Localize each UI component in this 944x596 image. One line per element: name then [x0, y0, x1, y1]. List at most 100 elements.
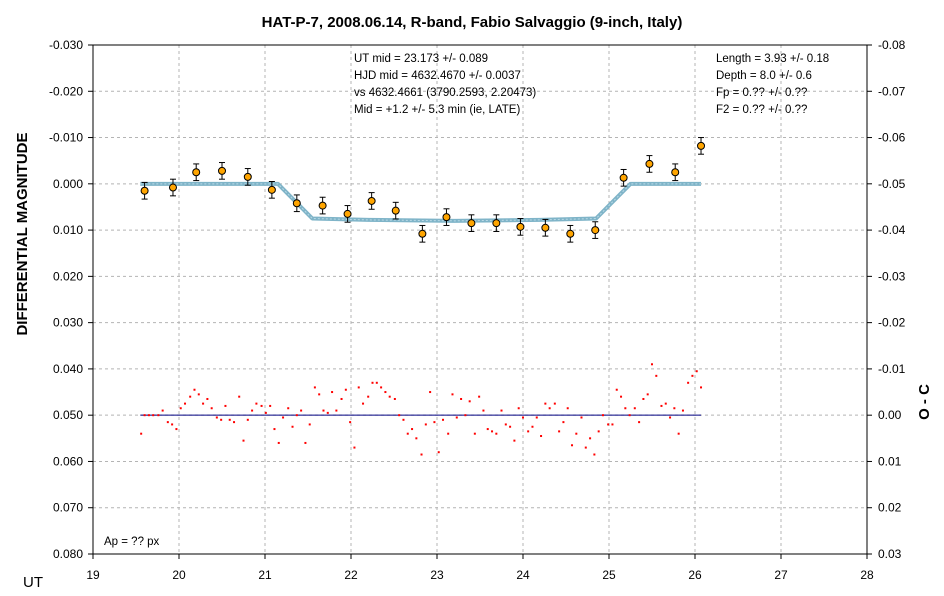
residual-point [375, 381, 378, 384]
x-tick-label: 26 [688, 568, 702, 582]
residual-point [269, 404, 272, 407]
residual-point [371, 381, 374, 384]
residual-point [553, 402, 556, 405]
data-point [140, 181, 149, 200]
y2-tick-label: -0.02 [878, 316, 906, 330]
residual-point [562, 421, 565, 424]
residual-point [500, 409, 503, 412]
data-point [243, 168, 252, 186]
residual-point [326, 411, 329, 414]
residual-point [308, 423, 311, 426]
y-tick-label: 0.000 [53, 177, 83, 191]
y2-tick-label: -0.07 [878, 84, 906, 98]
y2-tick-label: -0.01 [878, 362, 906, 376]
residual-point [628, 414, 631, 417]
residual-point [482, 409, 485, 412]
residual-point [455, 416, 458, 419]
data-point-marker [492, 219, 501, 228]
data-point [442, 208, 451, 226]
residual-point [202, 402, 205, 405]
residual-point [264, 411, 267, 414]
x-tick-label: 21 [258, 568, 272, 582]
residual-point [322, 409, 325, 412]
x-tick-label: 24 [516, 568, 530, 582]
residual-point [238, 395, 241, 398]
data-point-marker [697, 141, 706, 150]
y2-tick-label: 0.02 [878, 501, 902, 515]
residual-point [411, 428, 414, 431]
residual-point [344, 388, 347, 391]
residual-point [402, 418, 405, 421]
data-point-marker [192, 168, 201, 177]
residual-point [580, 416, 583, 419]
residual-point [566, 407, 569, 410]
x-tick-label: 28 [860, 568, 874, 582]
residual-point [464, 414, 467, 417]
residual-point [509, 425, 512, 428]
annotation-mid-offset: Mid = +1.2 +/- 5.3 min (ie, LATE) [354, 104, 520, 116]
residual-point [179, 407, 182, 410]
y-tick-label: -0.030 [49, 38, 83, 52]
y2-axis-label: O - C [916, 384, 933, 420]
residual-point [300, 409, 303, 412]
residual-point [189, 395, 192, 398]
residual-point [220, 418, 223, 421]
annotation-fp: Fp = 0.?? +/- 0.?? [716, 87, 807, 99]
residual-point [473, 432, 476, 435]
residual-point [362, 402, 365, 405]
residual-point [620, 395, 623, 398]
residual-point [429, 391, 432, 394]
y2-tick-label: -0.06 [878, 131, 906, 145]
transit-model-line-highlight [140, 183, 702, 222]
y2-tick-label: 0.00 [878, 408, 902, 422]
residual-point [224, 404, 227, 407]
data-point [292, 194, 301, 213]
y-tick-label: -0.010 [49, 131, 83, 145]
residual-point [517, 407, 520, 410]
residual-point [584, 446, 587, 449]
annotation-aperture: Ap = ?? px [104, 536, 160, 548]
data-point-marker [292, 199, 301, 208]
residual-point [522, 416, 524, 419]
residual-point [353, 446, 356, 449]
data-point-marker [671, 168, 680, 177]
data-point-marker [418, 229, 427, 238]
residual-point [558, 430, 561, 433]
data-point-marker [391, 206, 400, 215]
annotation-ut-mid: UT mid = 23.173 +/- 0.089 [354, 53, 488, 65]
residual-point [420, 453, 423, 456]
residual-point [615, 388, 618, 391]
residual-point [233, 421, 236, 424]
residual-point [513, 439, 516, 442]
residual-point [531, 425, 534, 428]
residual-point [304, 441, 307, 444]
y-tick-label: 0.040 [53, 362, 83, 376]
transit-shape-annotation: Length = 3.93 +/- 0.18 Depth = 8.0 +/- 0… [716, 53, 829, 116]
residual-point [486, 428, 489, 431]
data-point [566, 224, 575, 243]
residual-point [335, 409, 338, 412]
residual-point [611, 423, 614, 426]
residual-point [433, 421, 436, 424]
residual-point [313, 386, 316, 389]
x-tick-label: 19 [86, 568, 100, 582]
residual-point [607, 423, 610, 426]
data-point-marker [267, 185, 276, 194]
residual-point [380, 386, 383, 389]
y2-tick-label: 0.03 [878, 547, 902, 561]
y-tick-label: -0.020 [49, 84, 83, 98]
residual-point [677, 432, 680, 435]
residual-point [291, 425, 294, 428]
residual-point [695, 370, 698, 373]
y-tick-label: 0.010 [53, 223, 83, 237]
data-point-marker [566, 229, 575, 238]
data-point [697, 137, 706, 155]
residual-point [340, 397, 343, 400]
residual-point [367, 395, 370, 398]
residual-point [504, 423, 507, 426]
annotation-hjd-mid: HJD mid = 4632.4670 +/- 0.0037 [354, 70, 521, 82]
residual-point [460, 397, 463, 400]
y-tick-label: 0.080 [53, 547, 83, 561]
y2-tick-label: 0.01 [878, 454, 902, 468]
